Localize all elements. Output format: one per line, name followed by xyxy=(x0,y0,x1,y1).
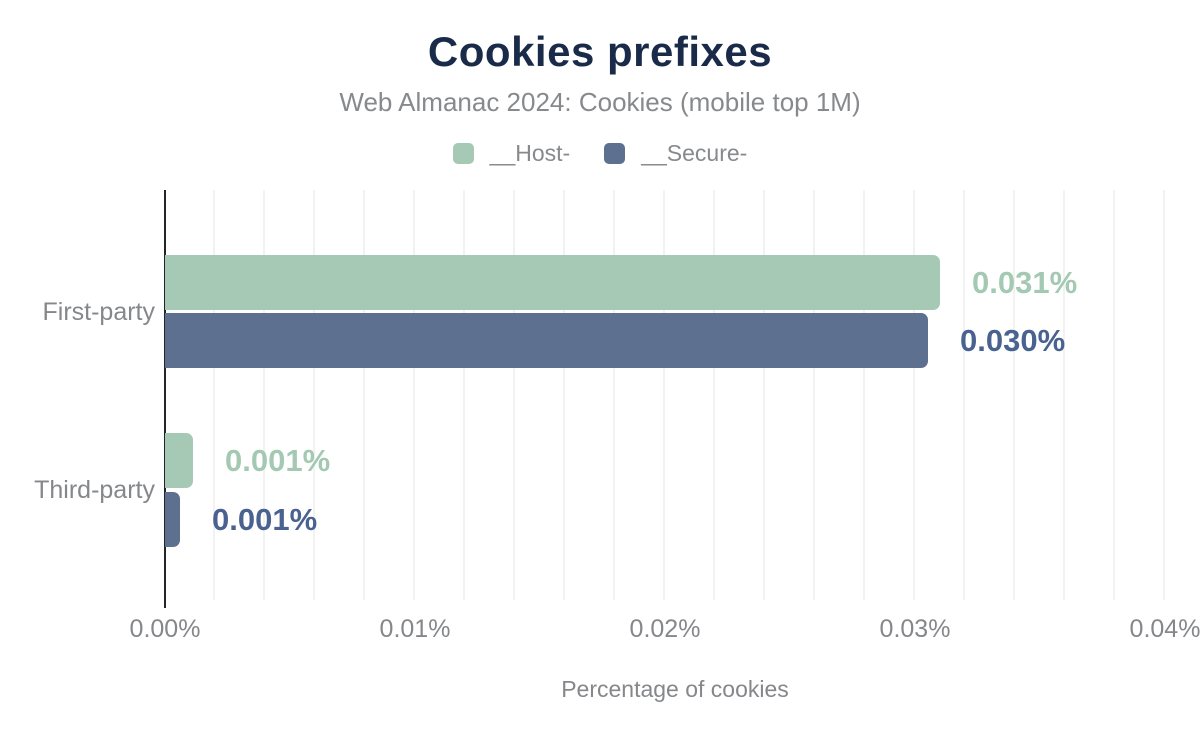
bar-value-label: 0.001% xyxy=(225,443,331,478)
bar-third-party-host xyxy=(165,433,193,488)
y-axis-line xyxy=(164,190,166,608)
chart-title: Cookies prefixes xyxy=(427,28,773,75)
x-tick-label: 0.00% xyxy=(129,615,201,643)
bar-value-label: 0.031% xyxy=(972,265,1078,300)
x-tick-label: 0.03% xyxy=(879,615,951,643)
bar-first-party-secure xyxy=(165,313,928,368)
bar-first-party-host xyxy=(165,255,940,310)
secure-swatch-icon xyxy=(604,143,626,164)
bar-value-label: 0.001% xyxy=(212,502,318,537)
gridlines xyxy=(165,190,1185,600)
x-tick-label: 0.02% xyxy=(629,615,701,643)
category-label-first-party: First-party xyxy=(42,297,156,326)
bar-third-party-secure xyxy=(165,492,180,547)
legend-item-secure: __Secure- xyxy=(604,140,747,167)
plot-area: 0.031% 0.030% 0.001% 0.001% xyxy=(164,190,1185,608)
bar-value-label: 0.030% xyxy=(960,323,1066,358)
legend: __Host- __Secure- xyxy=(0,140,1200,167)
legend-label-host: __Host- xyxy=(489,140,571,166)
host-swatch-icon xyxy=(452,143,474,164)
legend-item-host: __Host- xyxy=(452,140,571,167)
category-label-third-party: Third-party xyxy=(34,476,155,504)
x-tick-label: 0.04% xyxy=(1129,615,1200,643)
x-tick-label: 0.01% xyxy=(379,615,451,643)
chart-subtitle: Web Almanac 2024: Cookies (mobile top 1M… xyxy=(339,87,861,117)
legend-label-secure: __Secure- xyxy=(641,140,748,166)
x-axis-title: Percentage of cookies xyxy=(561,676,789,702)
